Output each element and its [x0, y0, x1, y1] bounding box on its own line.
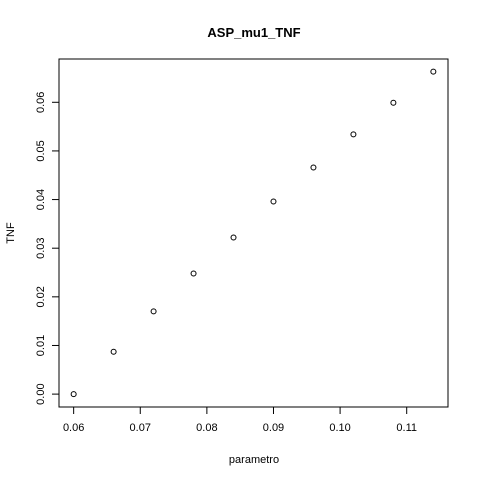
- data-point: [190, 270, 197, 277]
- y-tick-label: 0.02: [35, 286, 47, 307]
- data-point: [230, 234, 237, 241]
- x-axis-label: parametro: [229, 454, 279, 466]
- x-tick-label: 0.11: [396, 422, 417, 434]
- data-point: [390, 99, 397, 106]
- x-tick-label: 0.10: [329, 422, 350, 434]
- y-axis-label: TNF: [5, 222, 17, 244]
- y-axis: 0.00 0.01 0.02 0.03 0.04 0.05 0.06: [35, 92, 60, 405]
- data-point: [150, 308, 157, 315]
- y-tick-label: 0.03: [35, 237, 47, 258]
- data-point: [270, 198, 277, 205]
- x-axis: 0.06 0.07 0.08 0.09 0.10 0.11: [63, 406, 417, 434]
- data-point: [350, 131, 357, 138]
- chart-title: ASP_mu1_TNF: [207, 25, 300, 40]
- data-point: [310, 164, 317, 171]
- x-tick-label: 0.08: [196, 422, 217, 434]
- x-tick-label: 0.06: [63, 422, 84, 434]
- data-point: [70, 391, 77, 398]
- data-point: [430, 68, 437, 75]
- y-tick-label: 0.00: [35, 383, 47, 404]
- data-point: [110, 348, 117, 355]
- data-points: [70, 68, 437, 398]
- y-tick-label: 0.01: [35, 335, 47, 356]
- y-tick-label: 0.04: [35, 189, 47, 210]
- x-tick-label: 0.07: [130, 422, 151, 434]
- y-tick-label: 0.06: [35, 92, 47, 113]
- x-tick-label: 0.09: [263, 422, 284, 434]
- y-tick-label: 0.05: [35, 140, 47, 161]
